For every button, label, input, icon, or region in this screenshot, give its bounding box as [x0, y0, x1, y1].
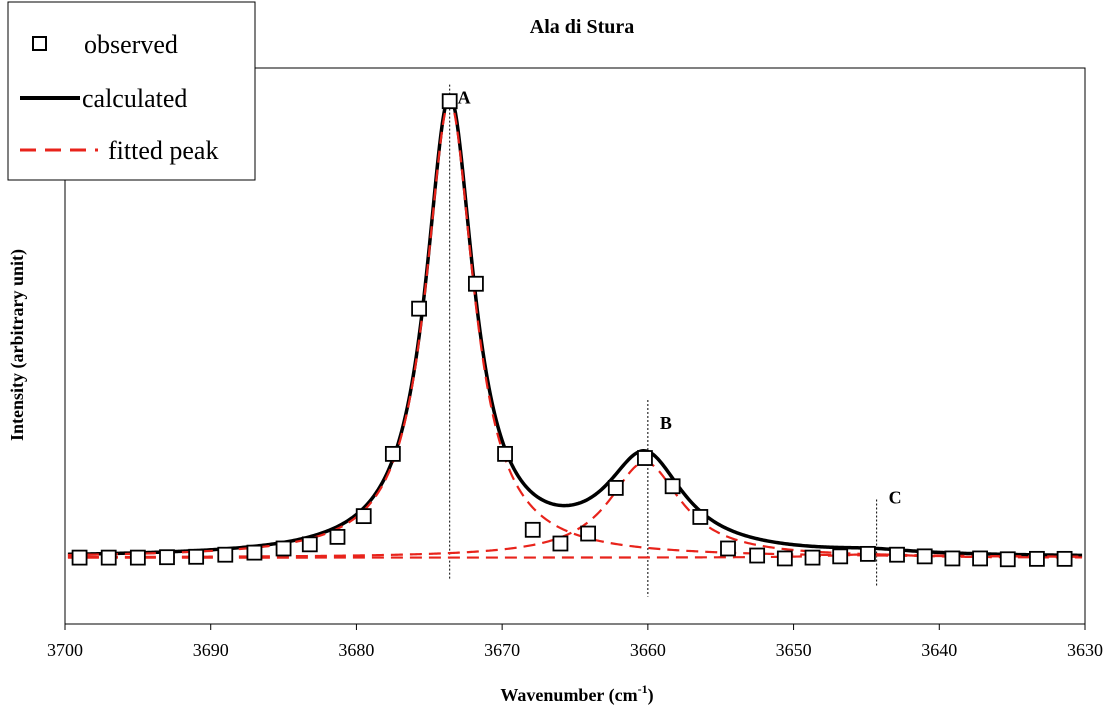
series-fitted-peak-3 — [67, 553, 1083, 559]
x-tick-label: 3670 — [484, 640, 520, 660]
series-fitted-peak-1 — [67, 99, 1083, 558]
observed-point — [999, 551, 1016, 568]
observed-point — [100, 549, 117, 566]
x-tick-label: 3660 — [630, 640, 666, 660]
chart-title: Ala di Stura — [530, 16, 634, 38]
observed-point — [580, 525, 597, 542]
observed-point — [441, 93, 458, 110]
series-layer — [67, 93, 1083, 559]
peak-label-c: C — [889, 488, 902, 508]
plot-area: A B C — [64, 67, 1086, 625]
observed-point — [916, 548, 933, 565]
observed-point — [217, 546, 234, 563]
observed-point — [1056, 550, 1073, 567]
plot-frame — [64, 67, 1086, 625]
observed-point — [497, 445, 513, 462]
observed-point — [607, 480, 624, 496]
legend: observed calculated fitted peak — [7, 1, 256, 181]
observed-point — [71, 549, 88, 566]
legend-observed-label: observed — [84, 30, 178, 59]
observed-point — [159, 549, 175, 566]
annotation-layer: A B C — [449, 84, 902, 597]
x-tick-label: 3640 — [921, 640, 957, 660]
observed-point — [552, 535, 569, 552]
observed-point — [246, 544, 263, 561]
observed-point — [275, 540, 292, 557]
legend-observed-marker — [32, 36, 47, 51]
x-tick-label: 3700 — [47, 640, 83, 660]
observed-point — [1029, 550, 1045, 567]
observed-point — [832, 548, 849, 565]
x-axis-ticks: 3700 3690 3680 3670 3660 3650 3640 3630 — [47, 624, 1103, 660]
legend-calculated-label: calculated — [82, 84, 187, 113]
observed-point — [804, 549, 821, 566]
observed-point — [859, 545, 876, 562]
y-axis-label: Intensity (arbitrary unit) — [7, 249, 28, 441]
peak-label-b: B — [660, 413, 672, 433]
x-axis-label-main: Wavenumber (cm — [500, 685, 637, 706]
observed-point — [355, 508, 372, 525]
observed-point — [637, 450, 653, 466]
marker-layer — [71, 93, 1073, 568]
observed-point — [776, 550, 793, 567]
series-fitted-peak-2 — [67, 461, 1083, 559]
x-axis-label-superscript: -1 — [638, 682, 648, 696]
x-tick-label: 3680 — [338, 640, 374, 660]
peak-label-a: A — [458, 87, 471, 107]
observed-point — [411, 300, 427, 317]
observed-point — [188, 548, 205, 565]
x-tick-label: 3690 — [193, 640, 229, 660]
observed-point — [944, 550, 961, 567]
observed-point — [524, 521, 541, 538]
observed-point — [720, 540, 736, 557]
observed-point — [692, 509, 709, 525]
observed-point — [749, 547, 766, 564]
observed-point — [664, 478, 681, 495]
x-tick-label: 3650 — [776, 640, 812, 660]
observed-point — [972, 550, 988, 567]
observed-point — [889, 546, 905, 563]
legend-fitted-peak-label: fitted peak — [108, 136, 218, 165]
observed-point — [129, 549, 146, 566]
observed-point — [329, 528, 346, 545]
x-tick-label: 3630 — [1067, 640, 1103, 660]
x-axis-label: Wavenumber (cm-1) — [500, 682, 653, 706]
observed-point — [468, 275, 484, 292]
x-axis-label-suffix: ) — [648, 685, 654, 706]
observed-point — [301, 536, 318, 553]
series-calculated-line — [67, 93, 1083, 558]
observed-point — [384, 445, 401, 462]
